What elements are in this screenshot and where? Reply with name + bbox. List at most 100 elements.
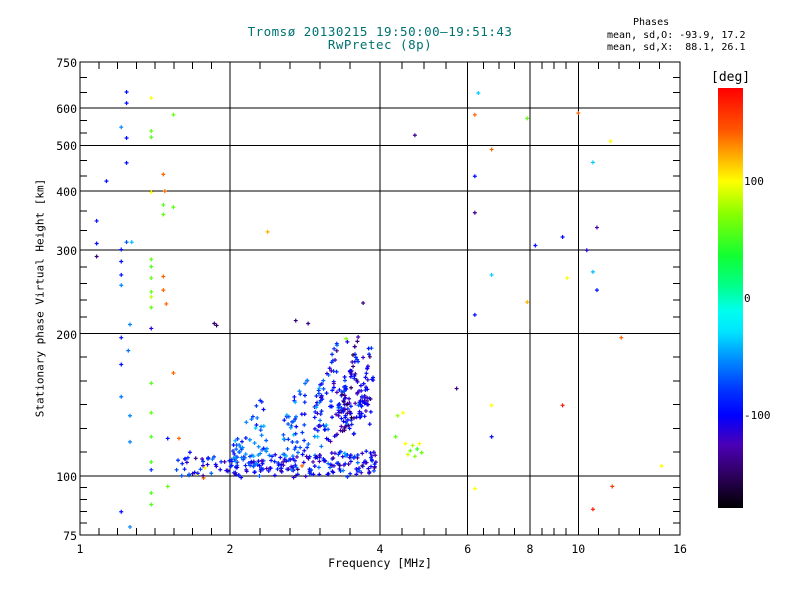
data-point: [412, 133, 417, 138]
data-point: [352, 344, 357, 349]
data-point: [317, 386, 322, 391]
data-point: [286, 458, 291, 463]
data-point: [171, 112, 176, 117]
phases-heading: Phases: [633, 17, 670, 28]
data-point: [348, 404, 353, 409]
data-point: [357, 389, 362, 394]
data-point: [149, 135, 154, 140]
data-point: [345, 474, 350, 479]
data-point: [214, 323, 219, 328]
data-point: [352, 431, 357, 436]
page-subtitle: RwPretec (8p): [327, 37, 433, 52]
data-point: [489, 403, 494, 408]
data-point: [124, 101, 129, 106]
data-point: [350, 352, 355, 357]
data-point: [256, 444, 261, 449]
data-point: [185, 455, 190, 460]
x-tick-label: 16: [673, 542, 687, 556]
data-point: [360, 464, 365, 469]
data-point: [324, 371, 329, 376]
data-point: [331, 385, 336, 390]
data-point: [149, 95, 154, 100]
data-point: [253, 425, 258, 430]
data-point: [339, 424, 344, 429]
data-point: [367, 352, 372, 357]
data-point: [281, 452, 286, 457]
data-point: [319, 444, 324, 449]
data-point: [149, 467, 154, 472]
page-title: Tromsø 20130215 19:50:00–19:51:43: [247, 24, 513, 39]
data-point: [347, 401, 352, 406]
data-point: [202, 465, 207, 470]
data-point: [300, 463, 305, 468]
data-point: [119, 283, 124, 288]
data-point: [327, 465, 332, 470]
data-point: [256, 459, 261, 464]
data-point: [149, 289, 154, 294]
data-point: [249, 417, 254, 422]
data-point: [205, 456, 210, 461]
data-point: [258, 398, 263, 403]
data-point: [336, 452, 341, 457]
data-point: [209, 471, 214, 476]
data-point: [240, 439, 245, 444]
data-point: [565, 276, 570, 281]
data-point: [149, 491, 154, 496]
data-point: [284, 454, 289, 459]
data-point: [334, 341, 339, 346]
data-point: [174, 467, 179, 472]
y-tick-label: 200: [56, 327, 77, 342]
data-point: [119, 335, 124, 340]
data-point: [171, 371, 176, 376]
data-point: [251, 464, 256, 469]
data-point: [184, 460, 189, 465]
data-point: [237, 450, 242, 455]
data-point: [361, 301, 366, 306]
data-point: [200, 463, 205, 468]
data-point: [281, 432, 286, 437]
data-point: [472, 312, 477, 317]
data-point: [255, 415, 260, 420]
data-point: [321, 386, 326, 391]
data-point: [373, 460, 378, 465]
data-point: [330, 358, 335, 363]
data-point: [368, 451, 373, 456]
data-point: [341, 409, 346, 414]
data-point: [327, 366, 332, 371]
data-point: [314, 405, 319, 410]
data-point: [124, 136, 129, 141]
data-point: [286, 437, 291, 442]
data-point: [149, 434, 154, 439]
data-point: [295, 440, 300, 445]
data-point: [272, 473, 277, 478]
data-point: [249, 460, 254, 465]
data-point: [201, 459, 206, 464]
data-point: [408, 448, 413, 453]
data-point: [276, 463, 281, 468]
data-point: [233, 456, 238, 461]
data-point: [247, 437, 252, 442]
data-point: [366, 402, 371, 407]
data-point: [192, 470, 197, 475]
data-point: [244, 467, 249, 472]
data-point: [472, 486, 477, 491]
data-point: [258, 451, 263, 456]
data-point: [319, 394, 324, 399]
data-point: [472, 112, 477, 117]
data-point: [240, 445, 245, 450]
data-point: [285, 446, 290, 451]
data-point: [302, 393, 307, 398]
data-point: [367, 422, 372, 427]
data-point: [364, 385, 369, 390]
data-point: [294, 465, 299, 470]
data-point: [332, 451, 337, 456]
data-point: [205, 462, 210, 467]
data-point: [489, 272, 494, 277]
data-point: [365, 366, 370, 371]
data-point: [334, 412, 339, 417]
data-point: [230, 449, 235, 454]
data-point: [365, 399, 370, 404]
data-point: [268, 466, 273, 471]
data-point: [218, 467, 223, 472]
data-point: [594, 288, 599, 293]
